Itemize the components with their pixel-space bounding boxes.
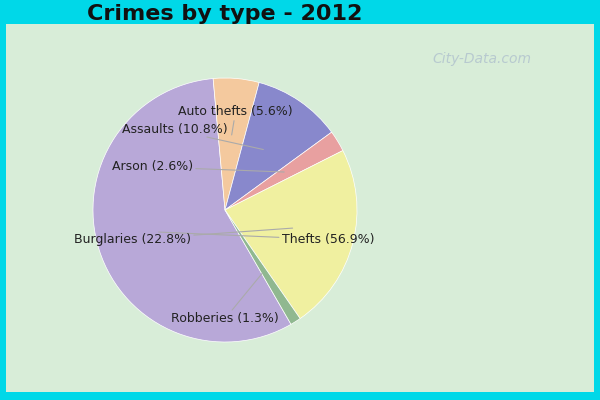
Text: Assaults (10.8%): Assaults (10.8%) <box>122 124 263 150</box>
Text: Arson (2.6%): Arson (2.6%) <box>112 160 284 174</box>
Text: City-Data.com: City-Data.com <box>432 52 531 66</box>
Text: Thefts (56.9%): Thefts (56.9%) <box>158 232 374 246</box>
Wedge shape <box>213 78 259 210</box>
Wedge shape <box>225 150 357 318</box>
Text: Robberies (1.3%): Robberies (1.3%) <box>171 274 279 325</box>
Text: Burglaries (22.8%): Burglaries (22.8%) <box>74 228 293 246</box>
Title: Crimes by type - 2012: Crimes by type - 2012 <box>88 4 362 24</box>
Wedge shape <box>93 78 291 342</box>
Wedge shape <box>225 132 343 210</box>
Wedge shape <box>225 210 300 324</box>
Text: Auto thefts (5.6%): Auto thefts (5.6%) <box>178 105 293 135</box>
Wedge shape <box>225 82 332 210</box>
